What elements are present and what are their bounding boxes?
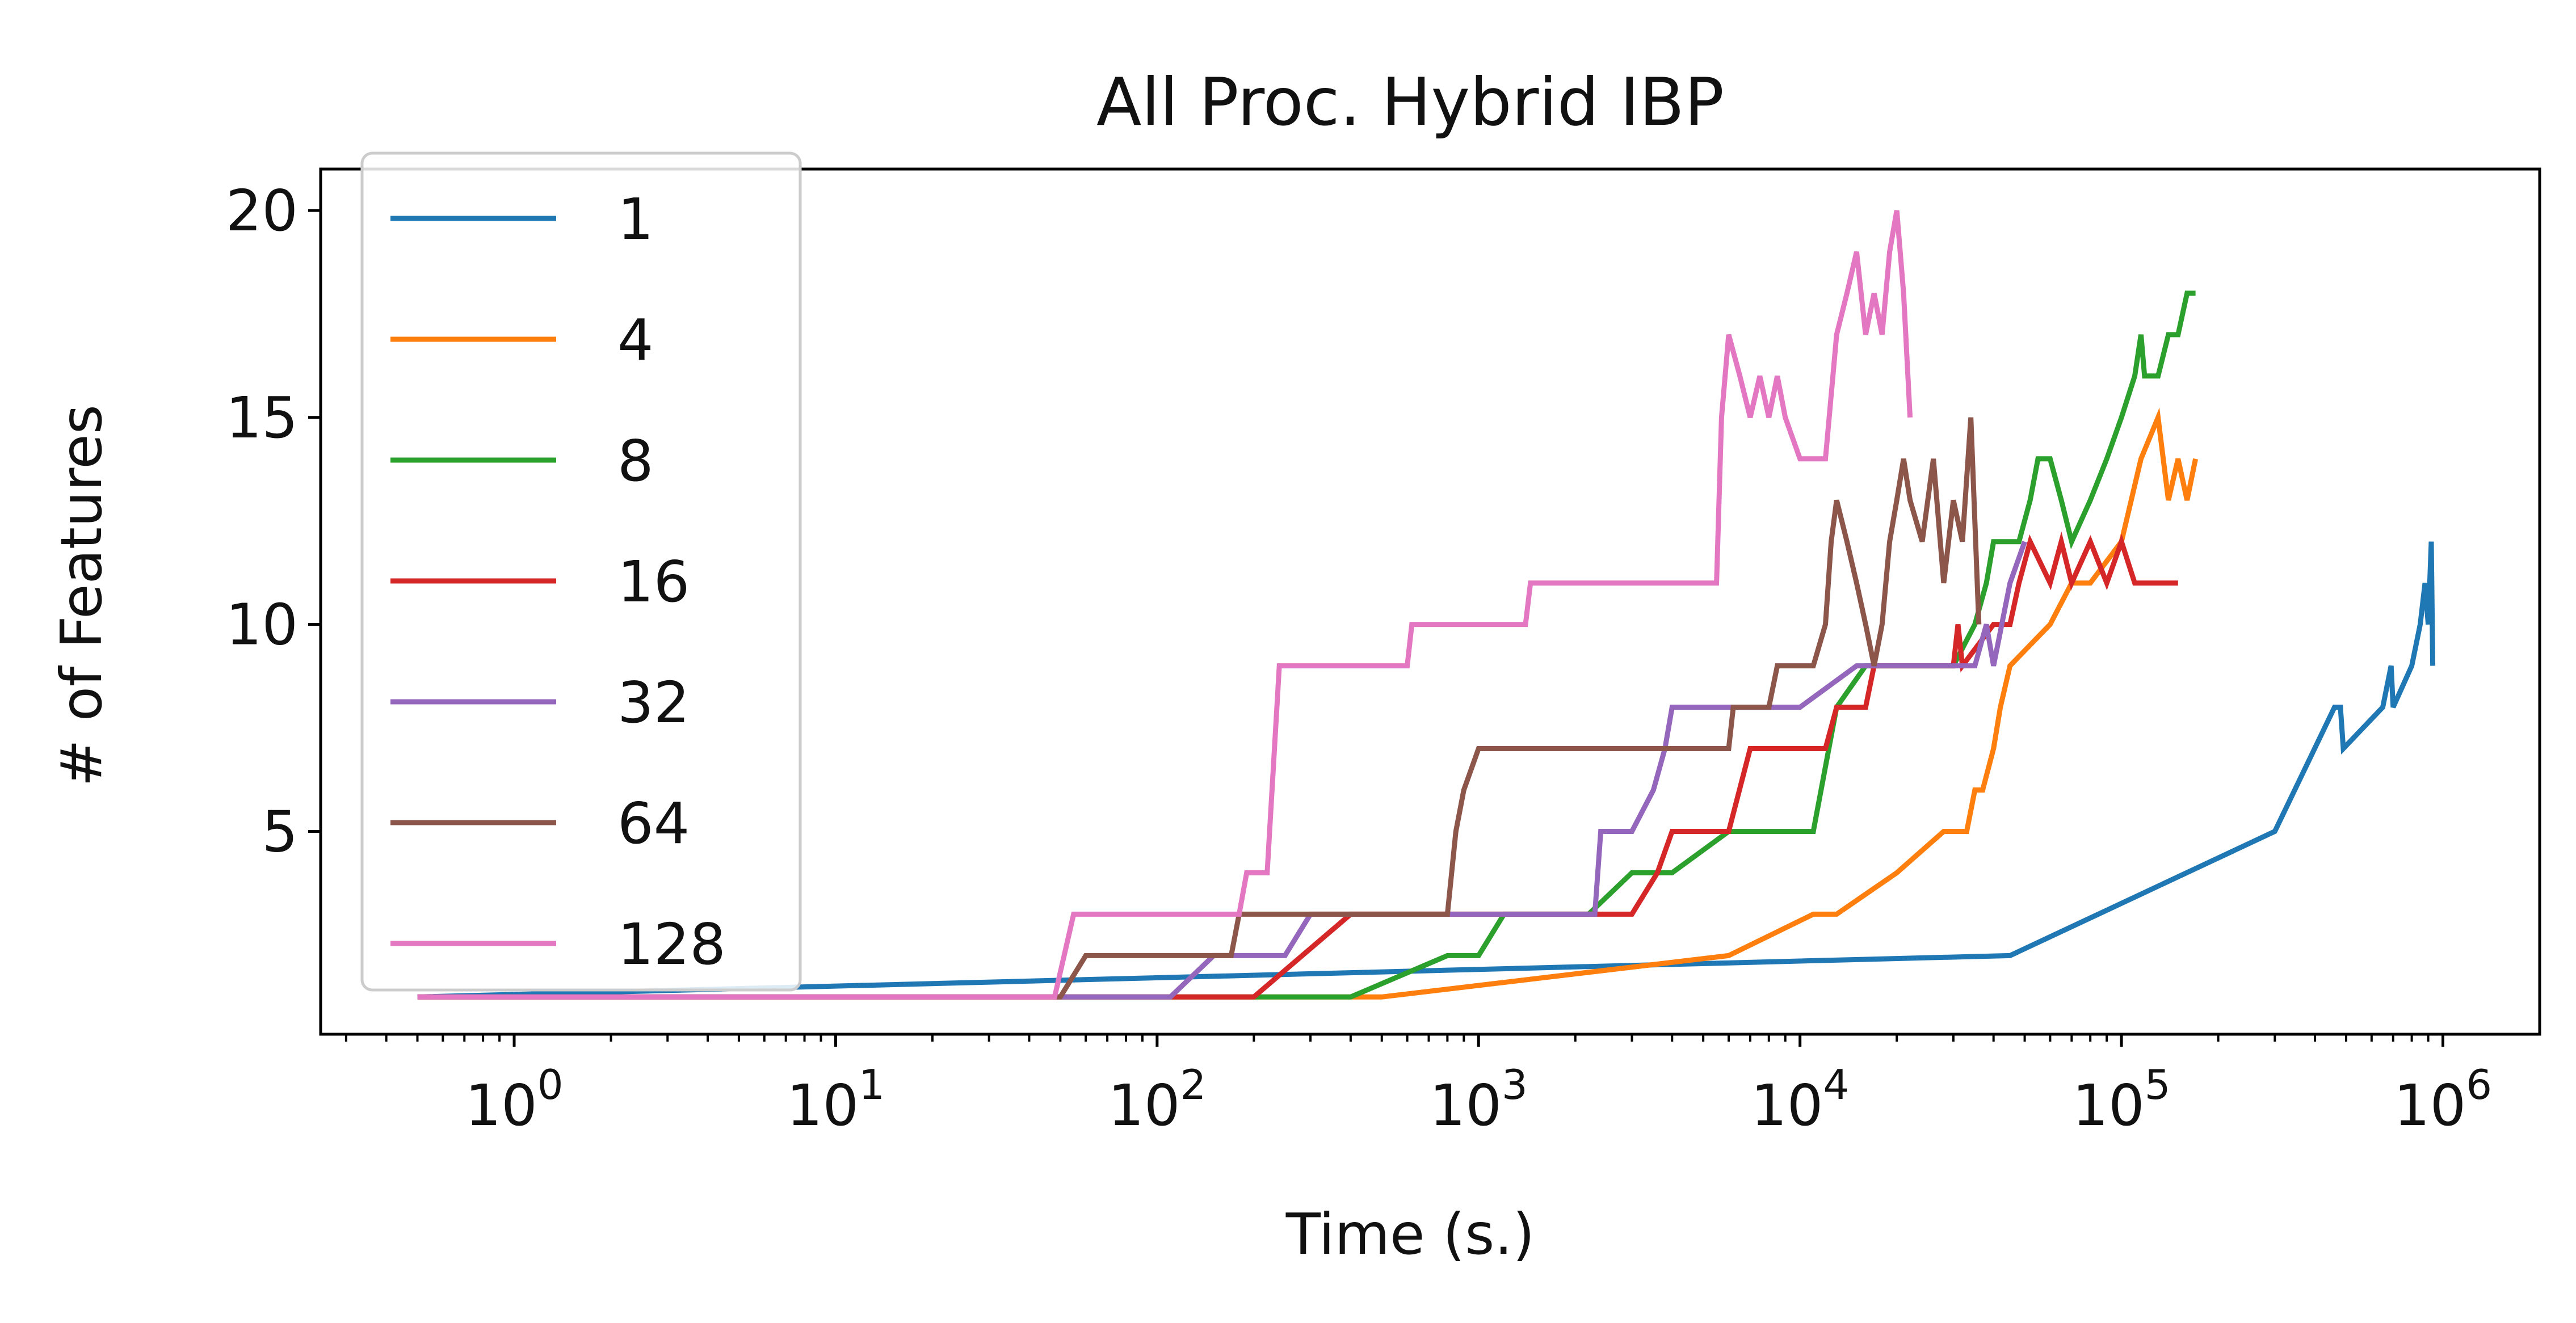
legend-box	[360, 151, 802, 992]
series-line-16	[417, 531, 2178, 1000]
x-tick-label: 104	[1751, 1061, 1849, 1139]
x-tick-label: 101	[787, 1061, 885, 1139]
series-line-4	[417, 407, 2199, 1000]
y-tick-label: 20	[226, 178, 298, 244]
x-tick-label: 102	[1108, 1061, 1206, 1139]
x-tick-label: 100	[465, 1061, 563, 1139]
series-line-32	[417, 541, 2027, 1000]
legend-label-128: 128	[617, 911, 726, 977]
chart-title: All Proc. Hybrid IBP	[1096, 64, 1724, 141]
series-line-64	[417, 417, 1982, 1000]
y-tick-label: 15	[226, 385, 298, 451]
legend-label-4: 4	[617, 307, 654, 373]
y-axis-label: # of Features	[48, 405, 115, 787]
legend-label-32: 32	[617, 669, 690, 736]
y-tick-label: 5	[262, 798, 298, 865]
x-tick-label: 106	[2394, 1061, 2492, 1139]
series-lines	[417, 210, 2436, 1000]
x-axis-label: Time (s.)	[1285, 1201, 1535, 1267]
legend-label-1: 1	[617, 186, 654, 252]
plot-area: 100 101 102 103 104 105 106 5 10 15 20	[226, 167, 2541, 1139]
y-tick-label: 10	[226, 592, 298, 658]
series-line-1	[417, 541, 2436, 1000]
legend-label-8: 8	[617, 428, 654, 494]
x-tick-label: 103	[1430, 1061, 1528, 1139]
x-tick-label: 105	[2073, 1061, 2171, 1139]
series-line-128	[417, 210, 1913, 1000]
axes-frame	[319, 167, 2541, 1036]
legend-label-16: 16	[617, 549, 690, 615]
legend: 1 4 8 16 32 64 128	[360, 151, 802, 992]
series-line-8	[417, 290, 2196, 1000]
legend-label-64: 64	[617, 790, 690, 857]
